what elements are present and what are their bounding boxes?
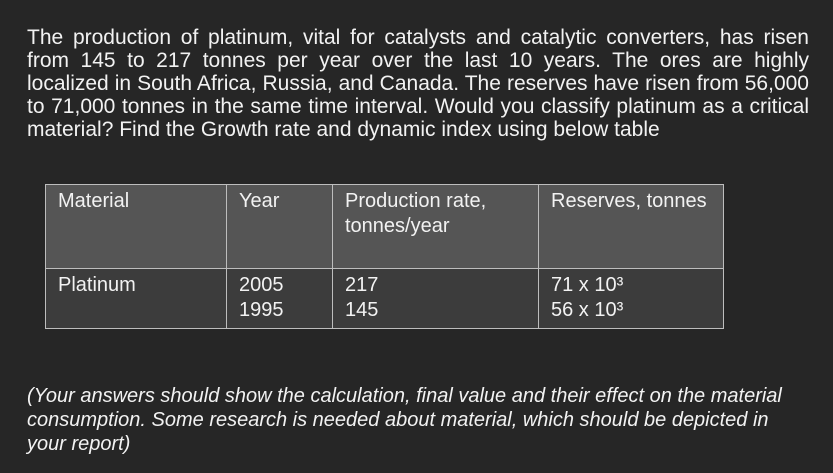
header-cell: Reserves, tonnes xyxy=(538,184,724,269)
reserves: 71 x 10³ xyxy=(551,274,624,296)
year: 2005 xyxy=(239,274,284,296)
header-cell: Material xyxy=(45,184,227,269)
note: (Your answers should show the calculatio… xyxy=(27,385,782,455)
year: 1995 xyxy=(239,299,284,321)
production: 217 xyxy=(345,274,379,296)
cell: 217 145 xyxy=(332,268,539,329)
data-table: Material Year Production rate, tonnes/ye… xyxy=(45,184,724,329)
data-row: Platinum 2005 1995 217 145 71 x 10³ 56 x 10… xyxy=(45,268,724,329)
header-row: Material Year Production rate, tonnes/ye… xyxy=(45,184,724,269)
cell: 2005 1995 xyxy=(226,268,333,329)
header-cell: Production rate, tonnes/year xyxy=(332,184,539,269)
material: Platinum xyxy=(58,274,136,296)
header-cell: Year xyxy=(226,184,333,269)
reserves: 56 x 10³ xyxy=(551,299,624,321)
production: 145 xyxy=(345,299,379,321)
cell: Platinum xyxy=(45,268,227,329)
question-text: The production of platinum, vital for ca… xyxy=(27,26,809,141)
cell: 71 x 10³ 56 x 10³ xyxy=(538,268,724,329)
